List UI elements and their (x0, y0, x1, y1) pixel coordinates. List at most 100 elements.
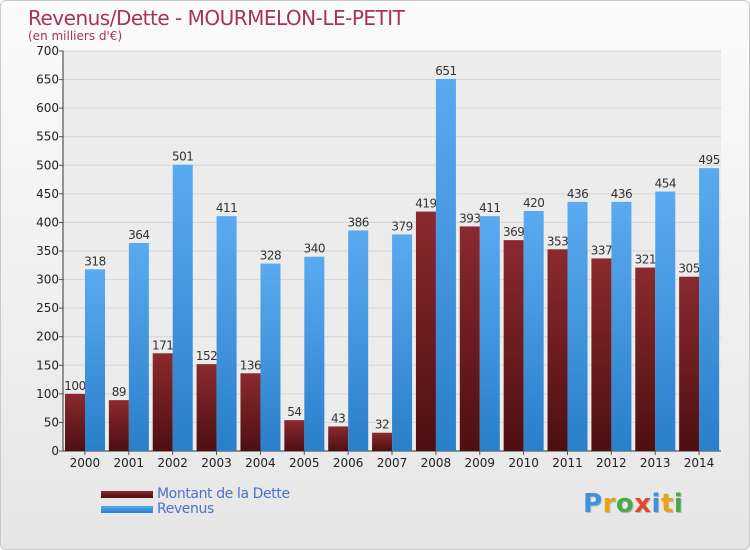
x-tick-label: 2006 (333, 456, 364, 470)
y-tick-label: 600 (36, 101, 59, 115)
legend-label-revenue: Revenus (157, 501, 214, 517)
x-tick-label: 2014 (684, 456, 715, 470)
data-label-revenue: 328 (260, 249, 281, 263)
y-tick-label: 100 (36, 387, 59, 401)
y-tick-label: 350 (36, 244, 59, 258)
y-tick-label: 450 (36, 187, 59, 201)
bar-debt (152, 353, 173, 451)
data-label-revenue: 340 (304, 242, 325, 256)
bar-debt (415, 211, 436, 451)
bar-revenue (523, 211, 544, 451)
data-label-revenue: 436 (611, 187, 632, 201)
y-tick-label: 300 (36, 273, 59, 287)
logo-letter: i (673, 489, 684, 519)
bar-revenue (655, 191, 676, 452)
y-tick-label: 650 (36, 73, 59, 87)
data-label-revenue: 318 (84, 254, 105, 268)
data-label-debt: 54 (287, 405, 301, 419)
x-tick-label: 2005 (289, 456, 320, 470)
data-label-debt: 353 (547, 234, 568, 248)
y-tick-label: 400 (36, 215, 59, 229)
y-tick-label: 150 (36, 358, 59, 372)
data-label-revenue: 436 (567, 187, 588, 201)
logo-letter: t (660, 489, 674, 519)
data-label-debt: 171 (152, 338, 173, 352)
data-label-debt: 337 (591, 243, 612, 257)
logo-letter: P (583, 489, 603, 519)
x-tick-label: 2013 (640, 456, 671, 470)
data-label-debt: 43 (331, 411, 345, 425)
bar-debt (108, 400, 129, 451)
logo-letter: i (651, 489, 661, 519)
bar-revenue (348, 230, 369, 451)
data-label-debt: 369 (503, 225, 524, 239)
bar-debt (196, 364, 217, 451)
bar-debt (547, 249, 568, 451)
bar-revenue (567, 201, 588, 451)
x-tick-label: 2002 (157, 456, 188, 470)
y-tick-label: 550 (36, 130, 59, 144)
bar-debt (459, 226, 480, 451)
bar-revenue (392, 234, 413, 451)
data-label-debt: 32 (375, 418, 389, 432)
data-label-revenue: 495 (698, 153, 719, 167)
x-tick-label: 2001 (114, 456, 145, 470)
bar-revenue (435, 79, 456, 451)
bar-revenue (260, 263, 281, 451)
data-label-revenue: 386 (347, 215, 368, 229)
data-label-debt: 393 (459, 211, 480, 225)
data-label-revenue: 411 (479, 201, 500, 215)
x-tick-label: 2011 (552, 456, 583, 470)
legend-label-debt: Montant de la Dette (157, 486, 290, 502)
data-label-revenue: 454 (655, 177, 676, 191)
x-tick-label: 2010 (508, 456, 539, 470)
data-label-revenue: 501 (172, 150, 193, 164)
data-label-revenue: 420 (523, 196, 544, 210)
bar-revenue (304, 256, 325, 451)
legend-swatch-debt (101, 491, 153, 498)
y-tick-label: 500 (36, 158, 59, 172)
legend-swatch-revenue (101, 506, 153, 513)
bar-debt (240, 373, 261, 451)
data-label-debt: 305 (678, 262, 699, 276)
bar-revenue (699, 168, 720, 451)
data-label-revenue: 379 (391, 219, 412, 233)
chart-subtitle: (en milliers d'€) (28, 29, 123, 43)
x-tick-label: 2009 (464, 456, 495, 470)
x-tick-label: 2000 (70, 456, 101, 470)
chart-title: Revenus/Dette - MOURMELON-LE-PETIT (28, 6, 405, 30)
y-tick-label: 50 (44, 415, 59, 429)
data-label-debt: 89 (112, 385, 126, 399)
x-tick-label: 2012 (596, 456, 627, 470)
bar-debt (372, 432, 393, 451)
logo-letter: r (602, 489, 616, 519)
y-tick-label: 0 (51, 444, 59, 458)
bar-debt (635, 267, 656, 451)
bar-revenue (172, 164, 193, 451)
x-tick-label: 2003 (201, 456, 232, 470)
bar-revenue (611, 201, 632, 451)
x-tick-label: 2004 (245, 456, 276, 470)
bar-debt (679, 276, 700, 451)
bar-revenue (128, 243, 149, 451)
data-label-revenue: 651 (435, 64, 456, 78)
proxiti-logo: Proxiti (583, 489, 683, 519)
y-tick-label: 700 (36, 44, 59, 58)
bar-revenue (216, 216, 237, 451)
data-label-revenue: 364 (128, 228, 149, 242)
logo-letter: o (615, 489, 635, 519)
data-label-debt: 152 (196, 349, 217, 363)
bar-debt (503, 240, 524, 451)
data-label-debt: 136 (240, 358, 261, 372)
bar-revenue (479, 216, 500, 451)
data-label-debt: 100 (64, 379, 85, 393)
y-tick-label: 250 (36, 301, 59, 315)
bar-debt (284, 420, 305, 451)
bar-debt (591, 258, 612, 451)
y-tick-label: 200 (36, 330, 59, 344)
x-tick-label: 2007 (377, 456, 408, 470)
data-label-debt: 419 (415, 197, 436, 211)
data-label-debt: 321 (635, 253, 656, 267)
